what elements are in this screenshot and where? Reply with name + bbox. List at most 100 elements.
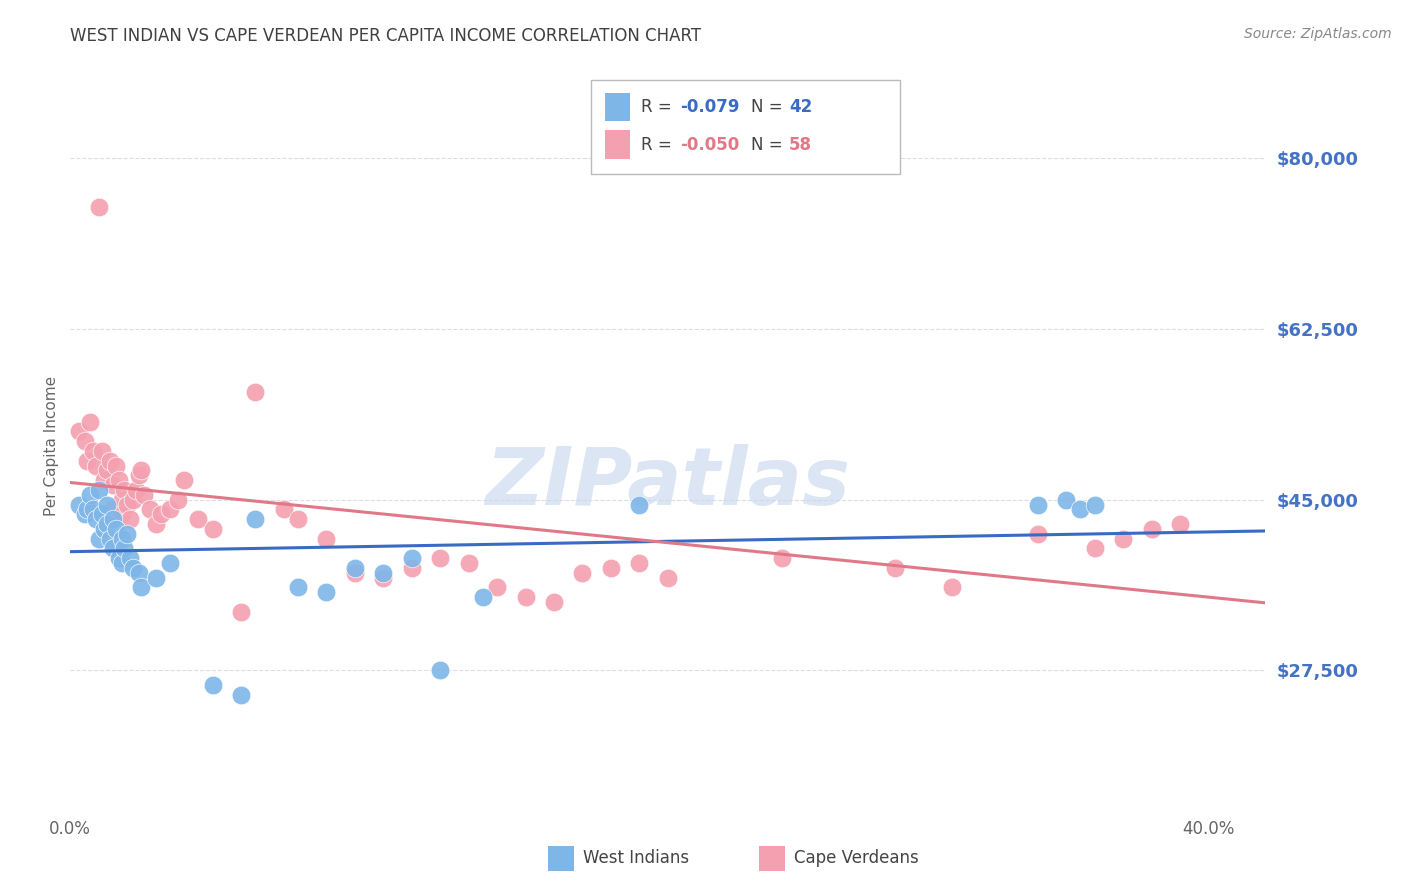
Point xyxy=(110,532,132,546)
Point xyxy=(125,483,148,497)
Point xyxy=(187,512,209,526)
Text: N =: N = xyxy=(751,136,787,153)
Point xyxy=(84,458,107,473)
Point xyxy=(79,415,101,429)
Point xyxy=(657,571,679,585)
Point xyxy=(93,473,115,487)
Point xyxy=(101,502,124,516)
Y-axis label: Per Capita Income: Per Capita Income xyxy=(44,376,59,516)
Point xyxy=(87,200,110,214)
Text: 42: 42 xyxy=(789,98,813,116)
Point xyxy=(112,483,135,497)
Point xyxy=(373,566,395,580)
Text: WEST INDIAN VS CAPE VERDEAN PER CAPITA INCOME CORRELATION CHART: WEST INDIAN VS CAPE VERDEAN PER CAPITA I… xyxy=(70,27,702,45)
Point xyxy=(96,516,118,531)
Point xyxy=(600,561,623,575)
Point xyxy=(73,434,96,449)
Point xyxy=(941,581,963,595)
Point xyxy=(96,498,118,512)
Point xyxy=(884,561,907,575)
Point xyxy=(315,532,337,546)
Text: Source: ZipAtlas.com: Source: ZipAtlas.com xyxy=(1244,27,1392,41)
Point xyxy=(87,483,110,497)
Point xyxy=(373,571,395,585)
Point xyxy=(1054,492,1077,507)
Point xyxy=(315,585,337,599)
Point xyxy=(429,663,451,677)
Point xyxy=(73,508,96,522)
Point xyxy=(79,488,101,502)
Text: 58: 58 xyxy=(789,136,811,153)
Point xyxy=(104,522,127,536)
Point xyxy=(131,581,153,595)
Text: ZIPatlas: ZIPatlas xyxy=(485,443,851,522)
Point xyxy=(145,571,167,585)
Point xyxy=(110,508,132,522)
Point xyxy=(139,502,162,516)
Point xyxy=(76,502,98,516)
Point xyxy=(571,566,593,580)
Point xyxy=(343,566,366,580)
Point xyxy=(107,473,129,487)
Point xyxy=(287,581,309,595)
Point xyxy=(486,581,509,595)
Point xyxy=(1026,526,1049,541)
Point xyxy=(96,463,118,477)
Point xyxy=(134,488,156,502)
Text: -0.079: -0.079 xyxy=(681,98,740,116)
Point xyxy=(76,453,98,467)
Point xyxy=(343,561,366,575)
Point xyxy=(1112,532,1135,546)
Point xyxy=(145,516,167,531)
Point xyxy=(159,556,181,570)
Point xyxy=(110,492,132,507)
Text: R =: R = xyxy=(641,98,678,116)
Text: -0.050: -0.050 xyxy=(681,136,740,153)
Point xyxy=(229,688,252,702)
Point xyxy=(90,443,112,458)
Point xyxy=(110,556,132,570)
Point xyxy=(131,463,153,477)
Point xyxy=(245,512,267,526)
Point xyxy=(104,458,127,473)
Point xyxy=(107,551,129,566)
Point xyxy=(87,532,110,546)
Point xyxy=(82,443,104,458)
Point xyxy=(120,551,141,566)
Point xyxy=(287,512,309,526)
Point xyxy=(115,498,138,512)
Point xyxy=(101,541,124,556)
Point xyxy=(201,522,224,536)
Point xyxy=(1084,541,1107,556)
Point xyxy=(112,541,135,556)
Point xyxy=(770,551,793,566)
Point xyxy=(122,492,145,507)
Point xyxy=(98,532,121,546)
Point xyxy=(401,551,423,566)
Text: Cape Verdeans: Cape Verdeans xyxy=(794,849,920,867)
Text: R =: R = xyxy=(641,136,678,153)
Point xyxy=(67,498,90,512)
Point xyxy=(120,512,141,526)
Point xyxy=(101,478,124,492)
Point xyxy=(1140,522,1163,536)
Point xyxy=(401,561,423,575)
Point xyxy=(93,522,115,536)
Point xyxy=(84,512,107,526)
Point xyxy=(457,556,479,570)
Point xyxy=(115,526,138,541)
Point xyxy=(471,590,494,604)
Point xyxy=(273,502,295,516)
Point xyxy=(429,551,451,566)
Point xyxy=(201,678,224,692)
Point xyxy=(543,595,565,609)
Point xyxy=(1026,498,1049,512)
Point xyxy=(1069,502,1091,516)
Point xyxy=(159,502,181,516)
Point xyxy=(101,512,124,526)
Point xyxy=(90,508,112,522)
Text: N =: N = xyxy=(751,98,787,116)
Point xyxy=(98,453,121,467)
Point xyxy=(128,468,150,483)
Point xyxy=(128,566,150,580)
